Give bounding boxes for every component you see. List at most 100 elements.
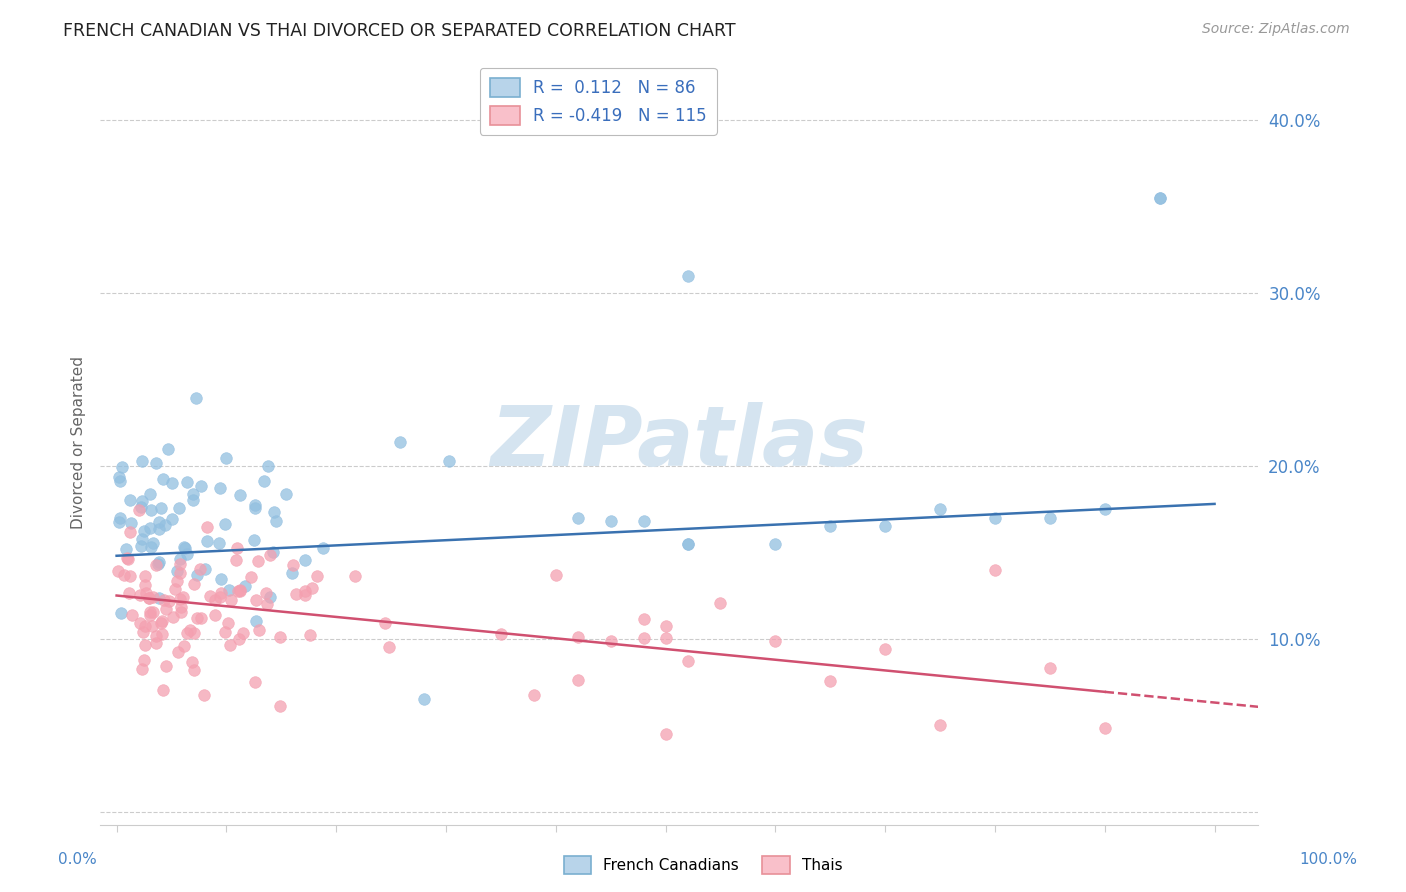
Point (181, 487, 204, 501)
Point (1039, 661, 1062, 675)
Point (374, 615, 396, 630)
Point (186, 611, 208, 625)
Point (138, 591, 160, 606)
Point (190, 479, 212, 493)
Point (173, 541, 195, 555)
Point (285, 587, 308, 601)
Point (131, 454, 153, 468)
Point (204, 608, 226, 623)
Point (301, 582, 323, 596)
Point (145, 629, 167, 643)
Point (820, 519, 842, 533)
Point (153, 593, 176, 607)
Point (209, 586, 232, 600)
Point (194, 562, 217, 576)
Point (262, 545, 284, 559)
Point (152, 472, 174, 486)
Point (1149, 191, 1171, 205)
Point (654, 619, 676, 633)
Point (253, 474, 276, 488)
Point (157, 593, 180, 607)
Point (181, 655, 204, 669)
Point (228, 632, 250, 646)
Point (150, 616, 173, 631)
Point (676, 654, 699, 668)
Point (131, 662, 153, 676)
Point (148, 555, 170, 569)
Point (139, 605, 162, 619)
Point (1039, 510, 1062, 524)
Point (676, 536, 699, 550)
Point (219, 593, 242, 607)
Point (176, 626, 198, 640)
Point (214, 625, 236, 640)
Point (134, 618, 156, 632)
Point (1094, 502, 1116, 516)
Point (146, 558, 169, 572)
Point (115, 551, 138, 566)
Point (307, 569, 329, 583)
Point (204, 593, 226, 607)
Point (820, 673, 842, 688)
Point (763, 634, 786, 648)
Point (134, 578, 156, 592)
Point (150, 500, 173, 515)
Point (118, 568, 141, 582)
Point (984, 510, 1007, 524)
Text: 100.0%: 100.0% (1299, 852, 1358, 867)
Point (108, 474, 131, 488)
Point (111, 460, 134, 475)
Point (209, 572, 232, 586)
Point (259, 591, 281, 605)
Point (110, 606, 132, 620)
Point (214, 517, 236, 532)
Point (167, 501, 190, 516)
Point (266, 514, 288, 528)
Point (148, 591, 170, 605)
Point (654, 727, 676, 741)
Point (129, 500, 152, 514)
Point (170, 600, 193, 615)
Point (139, 503, 162, 517)
Point (166, 574, 188, 589)
Point (188, 562, 211, 576)
Point (128, 503, 150, 517)
Point (225, 541, 247, 556)
Point (138, 591, 160, 605)
Point (378, 640, 401, 655)
Point (139, 486, 162, 500)
Point (156, 442, 179, 456)
Point (240, 570, 263, 584)
Point (118, 525, 141, 540)
Point (176, 547, 198, 561)
Point (219, 638, 242, 652)
Point (139, 520, 162, 534)
Text: ZIPatlas: ZIPatlas (491, 402, 869, 483)
Point (633, 514, 655, 528)
Point (633, 612, 655, 626)
Y-axis label: Divorced or Separated: Divorced or Separated (72, 356, 86, 529)
Point (107, 564, 129, 578)
Point (195, 534, 218, 549)
Text: 0.0%: 0.0% (58, 852, 97, 867)
Point (249, 623, 271, 637)
Point (131, 533, 153, 547)
Point (166, 564, 188, 578)
Point (183, 577, 205, 591)
Point (179, 623, 201, 637)
Point (166, 645, 188, 659)
Point (567, 631, 589, 645)
Point (193, 689, 215, 703)
Point (160, 475, 183, 490)
Point (489, 627, 512, 641)
Point (523, 688, 546, 702)
Point (173, 540, 195, 554)
Point (128, 588, 150, 602)
Point (269, 699, 291, 714)
Point (208, 536, 231, 550)
Point (226, 584, 249, 599)
Point (120, 492, 142, 507)
Point (145, 558, 167, 573)
Point (245, 614, 267, 628)
Point (294, 584, 316, 599)
